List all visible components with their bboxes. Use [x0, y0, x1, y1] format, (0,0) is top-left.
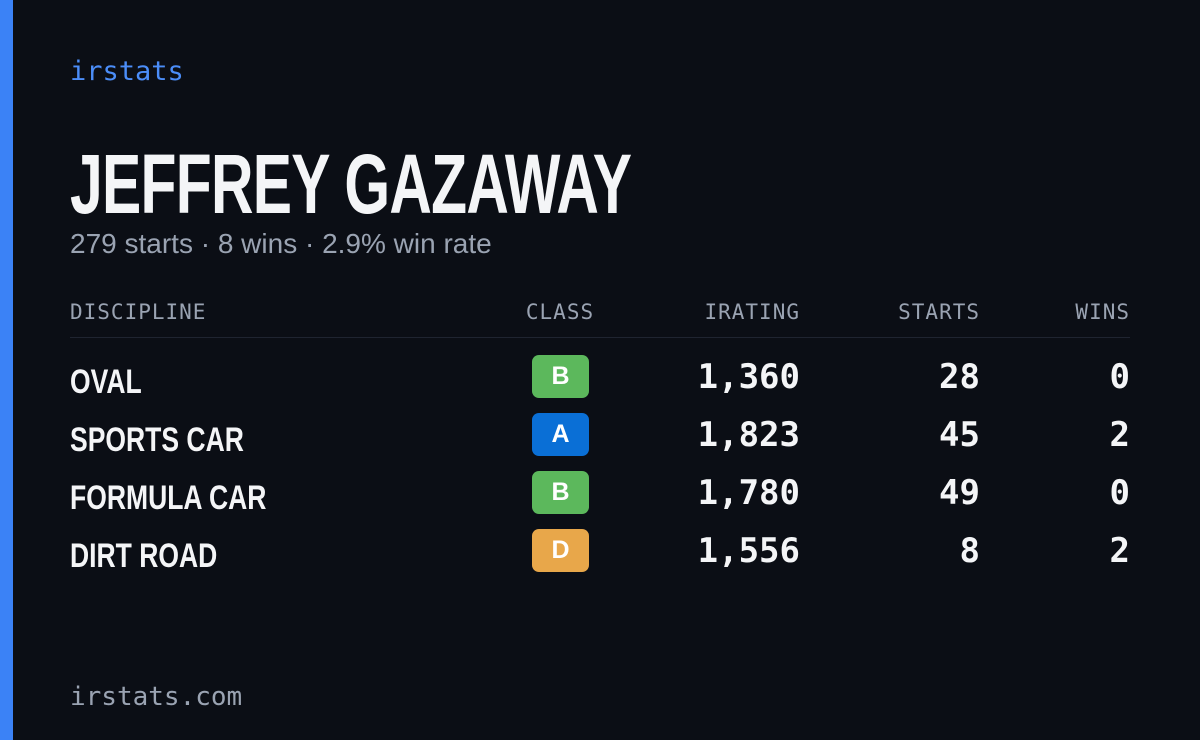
- driver-summary: 279 starts · 8 wins · 2.9% win rate: [70, 228, 492, 259]
- wins: 2: [1109, 415, 1130, 455]
- irating: 1,780: [697, 473, 800, 513]
- irating: 1,556: [697, 531, 800, 571]
- driver-name: JEFFREY GAZAWAY: [70, 137, 632, 231]
- starts: 8: [959, 531, 980, 571]
- discipline: FORMULA CAR: [70, 479, 267, 517]
- starts: 49: [939, 473, 980, 513]
- starts: 45: [939, 415, 980, 455]
- footer: irstats.com: [70, 682, 243, 712]
- wins: 2: [1109, 531, 1130, 571]
- irating: 1,360: [697, 357, 800, 397]
- brand: irstats: [70, 56, 184, 87]
- class-badge: A: [532, 413, 589, 456]
- class-badge: D: [532, 529, 589, 572]
- class-badge: B: [532, 471, 589, 514]
- discipline: SPORTS CAR: [70, 421, 244, 459]
- discipline: OVAL: [70, 363, 142, 401]
- column-header: IRATING: [704, 300, 800, 324]
- column-header: DISCIPLINE: [70, 300, 207, 324]
- column-header: STARTS: [898, 300, 980, 324]
- irating: 1,823: [697, 415, 800, 455]
- wins: 0: [1109, 357, 1130, 397]
- wins: 0: [1109, 473, 1130, 513]
- column-header: CLASS: [525, 300, 595, 324]
- class-badge: B: [532, 355, 589, 398]
- accent-bar: [0, 0, 13, 740]
- discipline: DIRT ROAD: [70, 537, 218, 575]
- starts: 28: [939, 357, 980, 397]
- header-rule: [70, 337, 1130, 338]
- column-header: WINS: [1075, 300, 1130, 324]
